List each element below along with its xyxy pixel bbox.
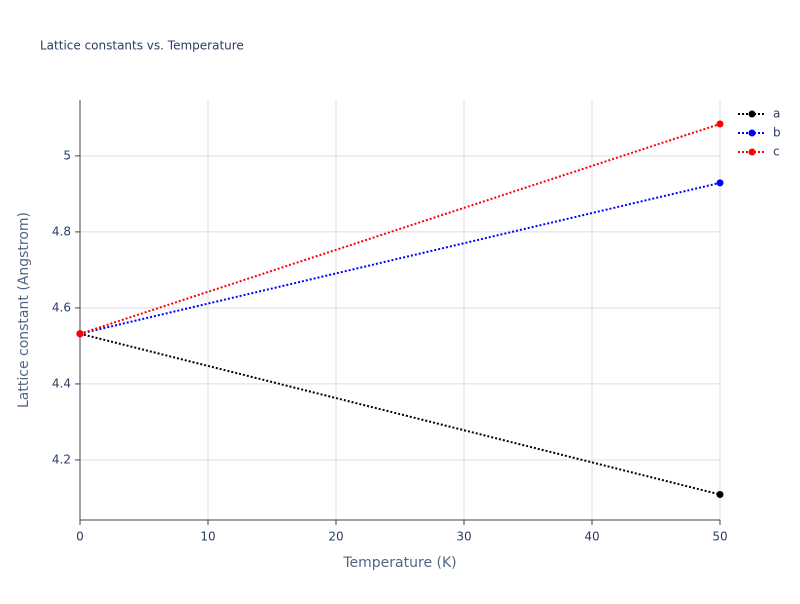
x-tick-label: 40 bbox=[584, 530, 599, 544]
legend-label: c bbox=[773, 145, 780, 159]
y-tick-label: 5 bbox=[63, 148, 71, 162]
legend-marker bbox=[748, 148, 756, 156]
point bbox=[716, 179, 724, 187]
y-tick-label: 4.2 bbox=[52, 452, 71, 466]
point bbox=[76, 330, 84, 338]
point bbox=[716, 491, 724, 499]
chart-title: Lattice constants vs. Temperature bbox=[40, 39, 244, 53]
legend-label: b bbox=[773, 126, 781, 140]
series-line bbox=[79, 181, 721, 335]
series-line bbox=[79, 332, 721, 496]
x-tick-label: 10 bbox=[200, 530, 215, 544]
y-tick-label: 4.8 bbox=[52, 224, 71, 238]
series-line bbox=[79, 122, 721, 335]
point bbox=[716, 120, 724, 128]
y-axis-label: Lattice constant (Angstrom) bbox=[16, 212, 32, 408]
x-tick-label: 0 bbox=[76, 530, 84, 544]
legend-label: a bbox=[773, 107, 780, 121]
legend-marker bbox=[748, 110, 756, 118]
y-tick-label: 4.6 bbox=[52, 300, 71, 314]
x-tick-label: 50 bbox=[712, 530, 727, 544]
legend-marker bbox=[748, 129, 756, 137]
y-tick-label: 4.4 bbox=[52, 376, 71, 390]
x-tick-label: 30 bbox=[456, 530, 471, 544]
x-tick-label: 20 bbox=[328, 530, 343, 544]
x-axis-label: Temperature (K) bbox=[342, 555, 456, 571]
